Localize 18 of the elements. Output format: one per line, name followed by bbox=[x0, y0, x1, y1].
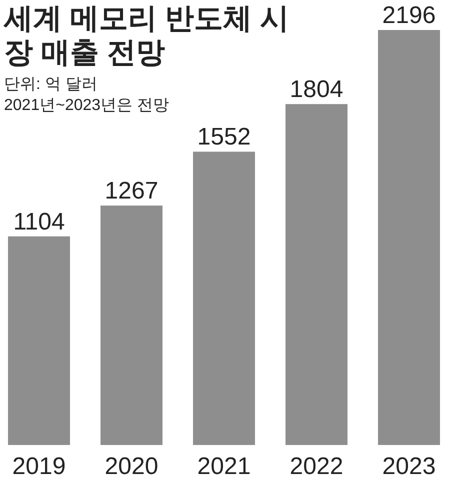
bar bbox=[100, 206, 162, 445]
annotation: 단위: 억 달러 bbox=[4, 75, 98, 95]
data-label: 1804 bbox=[290, 76, 344, 104]
bar bbox=[378, 30, 440, 445]
bar bbox=[193, 152, 255, 445]
data-label: 2196 bbox=[382, 2, 436, 29]
bar bbox=[286, 104, 348, 445]
chart-title: 세계 메모리 반도체 시장 매출 전망 bbox=[4, 2, 290, 70]
x-tick-label: 2021 bbox=[197, 453, 251, 478]
data-label: 1104 bbox=[13, 208, 65, 236]
x-tick-label: 2019 bbox=[12, 453, 66, 478]
annotation: 2021년~2023년은 전망 bbox=[4, 96, 169, 116]
data-label: 1552 bbox=[197, 124, 251, 151]
x-tick-label: 2020 bbox=[104, 453, 158, 478]
bar bbox=[8, 236, 70, 445]
data-label: 1267 bbox=[104, 178, 158, 205]
x-tick-label: 2023 bbox=[382, 453, 436, 478]
x-tick-label: 2022 bbox=[290, 453, 344, 478]
